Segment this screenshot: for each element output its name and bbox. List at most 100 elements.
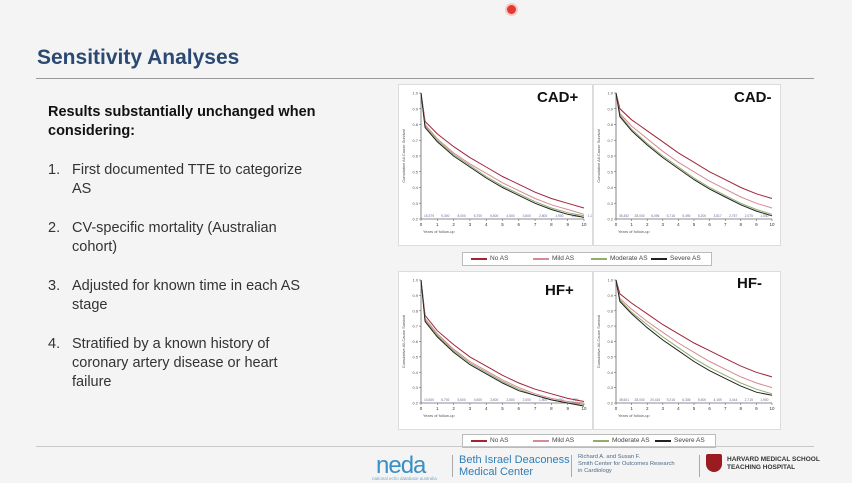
at-risk-label: 1,900: [555, 214, 563, 218]
at-risk-label: 4,159: [713, 398, 721, 402]
panel-label: CAD-: [734, 89, 772, 106]
smith-line: Smith Center for Outcomes Research: [578, 461, 675, 467]
x-tick-label: 5: [501, 222, 504, 227]
legend-label: Severe AS: [674, 437, 705, 444]
series-line-no-as: [420, 279, 585, 402]
at-risk-label: 6,306: [682, 398, 690, 402]
y-tick-label: 0.2: [412, 401, 418, 406]
y-tick-label: 0.4: [607, 370, 613, 375]
footer-separator: [452, 455, 453, 477]
y-tick-label: 0.9: [412, 293, 418, 298]
series-line-no-as: [420, 92, 585, 209]
y-tick-label: 1.0: [412, 278, 418, 283]
y-axis-label: Cumulative All-Cause Survival: [596, 129, 601, 183]
series-line-no-as: [615, 279, 773, 378]
y-tick-label: 0.3: [412, 201, 418, 206]
survival-chart-hf-neg: 0.2 0.3 0.4 0.5 0.6 0.7 0.8 0.9 1.0 0 1 2 3 4 5 6 7 8 9 10 C…: [596, 278, 775, 419]
neda-logo: neda: [376, 452, 426, 479]
y-tick-label: 0.9: [607, 293, 613, 298]
at-risk-label: 35,452: [619, 214, 629, 218]
series-line-moderate-as: [420, 92, 585, 217]
x-tick-label: 4: [677, 222, 680, 227]
x-tick-label: 6: [518, 222, 521, 227]
legend-swatch: [533, 440, 549, 442]
at-risk-label: 4,600: [474, 398, 482, 402]
chart-panel-cad-neg: 0.2 0.3 0.4 0.5 0.6 0.7 0.8 0.9 1.0 0 1 2 3 4 5 6 7 8 9 10 C…: [593, 84, 781, 246]
bidmc-logo: Beth Israel Deaconess Medical Center: [459, 454, 570, 478]
survival-chart-hf-pos: 0.2 0.3 0.4 0.5 0.6 0.7 0.8 0.9 1.0 0 1 2 3 4 5 6 7 8 9 10 C…: [401, 278, 587, 419]
list-text: First documented TTE to categorize AS: [72, 162, 303, 197]
at-risk-label: 10,600: [424, 398, 434, 402]
series-line-mild-as: [420, 279, 585, 404]
x-tick-label: 3: [469, 406, 472, 411]
at-risk-label: 2,715: [745, 398, 753, 402]
at-risk-label: 5,600: [457, 398, 465, 402]
x-tick-label: 5: [693, 222, 696, 227]
chart-panel-cad-pos: 0.2 0.3 0.4 0.5 0.6 0.7 0.8 0.9 1.0 0 1 2 3 4 5 6 7 8 9 10 C…: [398, 84, 593, 246]
y-tick-label: 0.9: [607, 106, 613, 111]
at-risk-label: 38,601: [619, 398, 629, 402]
at-risk-label: 2,800: [506, 398, 514, 402]
at-risk-label: 5,600: [698, 398, 706, 402]
legend-swatch: [471, 440, 487, 442]
x-tick-label: 6: [518, 406, 521, 411]
at-risk-label: 3,600: [523, 214, 531, 218]
y-tick-label: 0.6: [412, 154, 418, 159]
x-axis-label: Years of follow-up: [618, 413, 650, 418]
series-line-moderate-as: [615, 92, 773, 215]
y-tick-label: 0.4: [607, 185, 613, 190]
lead-text: Results substantially unchanged when con…: [48, 104, 316, 139]
at-risk-label: 1,900: [760, 398, 768, 402]
x-tick-label: 10: [581, 406, 587, 411]
list-number: 4.: [48, 336, 61, 352]
x-tick-label: 9: [566, 222, 569, 227]
series-line-no-as: [615, 92, 773, 199]
legend-label: Moderate AS: [610, 255, 648, 262]
x-tick-label: 8: [740, 222, 743, 227]
list-text: CV-specific mortality (Australian cohort…: [72, 220, 277, 255]
at-risk-label: 28,000: [635, 214, 645, 218]
legend-label: Mild AS: [552, 437, 575, 444]
y-tick-label: 0.8: [607, 122, 613, 127]
y-tick-label: 0.9: [412, 106, 418, 111]
at-risk-label: 9,215: [667, 398, 675, 402]
series-line-mild-as: [420, 92, 585, 215]
legend-swatch: [591, 258, 607, 260]
at-risk-label: 2,757: [729, 214, 737, 218]
x-tick-label: 6: [708, 406, 711, 411]
at-risk-label: 3,444: [729, 398, 737, 402]
smith-line: Richard A. and Susan F.: [578, 454, 641, 460]
x-tick-label: 3: [469, 222, 472, 227]
y-axis-label: Cumulative All-Cause Survival: [596, 315, 601, 369]
x-tick-label: 4: [485, 406, 488, 411]
legend-swatch: [533, 258, 549, 260]
smith-line: in Cardiology: [578, 468, 612, 474]
legend-swatch: [593, 440, 609, 442]
title-divider: [36, 78, 814, 79]
list-text: Adjusted for known time in each AS stage: [72, 278, 301, 313]
at-risk-label: 3,600: [490, 398, 498, 402]
series-line-moderate-as: [615, 279, 773, 395]
x-tick-label: 0: [615, 406, 618, 411]
harvard-logo: HARVARD MEDICAL SCHOOL TEACHING HOSPITAL: [727, 456, 820, 472]
x-tick-label: 8: [550, 406, 553, 411]
y-tick-label: 0.8: [412, 122, 418, 127]
series-line-severe-as: [615, 279, 773, 396]
x-axis-label: Years of follow-up: [423, 413, 455, 418]
list-number: 2.: [48, 220, 61, 236]
x-axis-label: Years of follow-up: [618, 229, 650, 234]
at-risk-label: 5,716: [667, 214, 675, 218]
bidmc-line: Medical Center: [459, 466, 533, 478]
x-tick-label: 1: [630, 406, 633, 411]
x-tick-label: 8: [740, 406, 743, 411]
at-risk-label: 2,075: [745, 214, 753, 218]
y-tick-label: 0.7: [607, 138, 613, 143]
x-tick-label: 7: [534, 406, 537, 411]
at-risk-label: 4,500: [506, 214, 514, 218]
legend-swatch: [471, 258, 487, 260]
at-risk-label: 15,379: [424, 214, 434, 218]
harvard-shield-icon: [706, 454, 722, 472]
y-tick-label: 0.8: [412, 308, 418, 313]
list-text: Stratified by a known history of coronar…: [72, 336, 278, 390]
